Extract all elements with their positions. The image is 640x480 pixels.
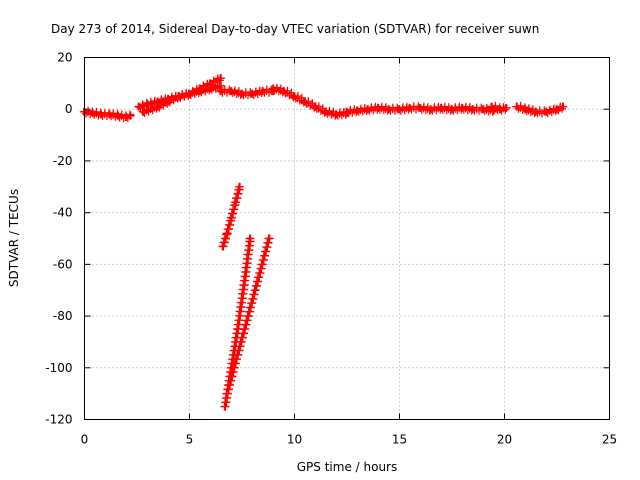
- series-arc-6: [342, 102, 498, 118]
- data-point: [221, 402, 230, 411]
- data-point: [139, 107, 148, 116]
- data-point: [301, 97, 309, 106]
- x-tick-label: 0: [81, 433, 89, 447]
- plot-frame: [84, 57, 610, 420]
- x-axis-label: GPS time / hours: [297, 460, 398, 474]
- data-point: [135, 102, 144, 111]
- y-tick-label: -100: [45, 361, 72, 375]
- data-point: [332, 110, 341, 119]
- chart-title: Day 273 of 2014, Sidereal Day-to-day VTE…: [51, 22, 539, 36]
- data-point: [254, 273, 263, 282]
- data-point: [502, 103, 511, 112]
- data-point: [290, 92, 299, 101]
- data-point: [521, 105, 530, 114]
- data-point: [364, 105, 372, 114]
- data-point: [395, 105, 404, 114]
- data-point: [238, 89, 246, 98]
- data-point: [479, 105, 488, 114]
- data-point: [469, 105, 477, 114]
- data-point: [374, 103, 383, 112]
- data-point: [114, 111, 123, 120]
- data-point: [427, 105, 435, 114]
- data-point: [223, 389, 232, 398]
- data-point: [406, 103, 414, 112]
- data-point: [143, 100, 152, 109]
- x-tick-label: 15: [392, 433, 407, 447]
- data-point: [244, 312, 253, 321]
- data-point: [559, 102, 568, 111]
- series-steep-1: [218, 182, 244, 251]
- series-arc-4: [216, 85, 278, 100]
- data-point: [487, 102, 496, 111]
- data-point: [126, 111, 135, 120]
- data-point: [343, 107, 351, 116]
- x-tick-label: 10: [287, 433, 302, 447]
- data-point: [280, 87, 288, 96]
- y-tick-label: -120: [45, 413, 72, 427]
- data-point: [532, 107, 540, 116]
- data-point: [259, 87, 267, 96]
- data-point: [311, 102, 320, 111]
- data-point: [240, 281, 249, 290]
- y-tick-label: -80: [53, 309, 73, 323]
- data-point: [154, 102, 162, 111]
- data-point: [496, 105, 505, 114]
- data-point: [542, 107, 551, 116]
- grid-lines: [84, 57, 610, 420]
- data-point: [88, 109, 97, 118]
- data-point: [437, 103, 446, 112]
- data-point: [353, 106, 362, 115]
- data-point: [217, 74, 225, 83]
- data-point: [553, 105, 561, 114]
- data-point: [185, 89, 194, 98]
- data-point: [97, 110, 106, 119]
- series-steep-3: [222, 234, 274, 398]
- series-arc-8: [512, 101, 568, 118]
- x-tick-label: 5: [186, 433, 194, 447]
- data-point: [269, 84, 278, 93]
- data-point: [217, 87, 225, 96]
- data-point: [448, 105, 456, 114]
- data-point: [265, 234, 274, 243]
- data-point: [416, 103, 425, 112]
- data-point: [458, 103, 467, 112]
- y-axis-label: SDTVAR / TECUs: [7, 189, 21, 287]
- series-arc-7: [487, 101, 511, 115]
- data-point: [122, 112, 131, 121]
- tick-labels: 0 5 10 15 20 25 20 0 -20 -40 -60 -80 -100 -120: [45, 51, 617, 447]
- x-tick-label: 20: [497, 433, 512, 447]
- data-point: [231, 198, 240, 207]
- x-tick-label: 25: [602, 433, 617, 447]
- data-point: [219, 242, 228, 251]
- data-point: [322, 107, 330, 116]
- data-point: [235, 182, 244, 191]
- data-point: [513, 102, 522, 111]
- series-arc-3: [138, 81, 225, 117]
- data-point: [233, 350, 242, 359]
- y-tick-label: 0: [65, 102, 73, 116]
- data-point: [223, 229, 232, 238]
- data-point: [206, 84, 215, 93]
- data-point: [385, 105, 393, 114]
- data-point: [248, 89, 257, 98]
- data-points: [79, 74, 568, 411]
- y-tick-label: -60: [53, 257, 73, 271]
- data-point: [164, 97, 173, 106]
- data-point: [227, 213, 236, 222]
- data-point: [246, 234, 255, 243]
- y-tick-label: -40: [53, 206, 73, 220]
- data-point: [196, 87, 204, 96]
- y-tick-label: -20: [53, 154, 73, 168]
- y-tick-label: 20: [57, 51, 72, 65]
- series-arc-1: [79, 106, 135, 123]
- data-point: [105, 110, 114, 119]
- data-point: [175, 92, 183, 101]
- data-point: [227, 87, 236, 96]
